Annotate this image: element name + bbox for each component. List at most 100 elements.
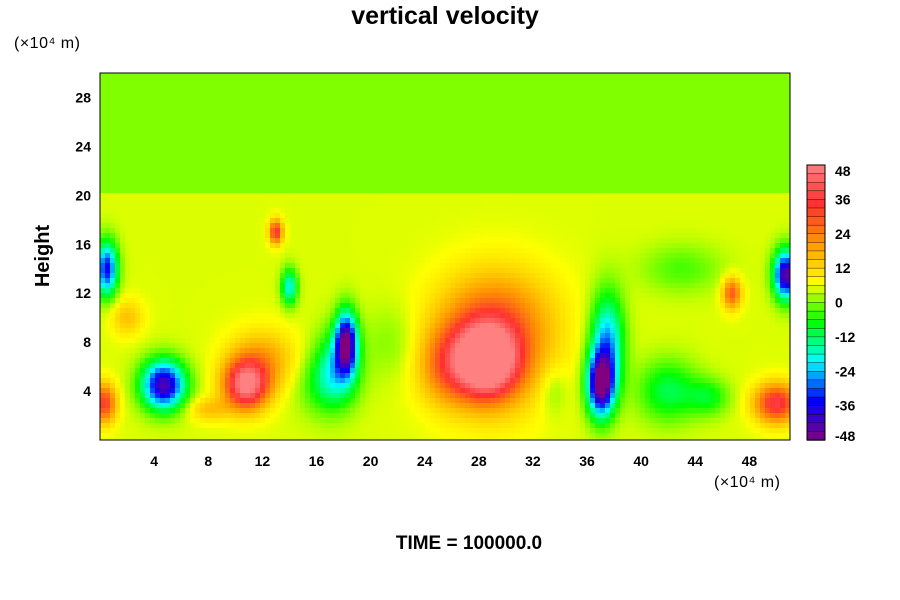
heatmap-cell: [510, 163, 516, 169]
heatmap-cell: [665, 188, 671, 194]
heatmap-cell: [195, 223, 201, 229]
heatmap-cell: [755, 218, 761, 224]
heatmap-cell: [380, 218, 386, 224]
heatmap-cell: [175, 138, 181, 144]
heatmap-cell: [145, 198, 151, 204]
heatmap-cell: [490, 133, 496, 139]
heatmap-cell: [175, 118, 181, 124]
heatmap-cell: [745, 128, 751, 134]
heatmap-cell: [315, 208, 321, 214]
heatmap-cell: [365, 103, 371, 109]
heatmap-cell: [640, 138, 646, 144]
heatmap-cell: [430, 208, 436, 214]
heatmap-cell: [210, 98, 216, 104]
heatmap-cell: [740, 213, 746, 219]
heatmap-cell: [190, 183, 196, 189]
heatmap-cell: [120, 148, 126, 154]
heatmap-cell: [630, 133, 636, 139]
heatmap-cell: [565, 248, 571, 254]
heatmap-cell: [785, 98, 791, 104]
heatmap-cell: [270, 228, 276, 234]
heatmap-cell: [280, 243, 286, 249]
heatmap-cell: [525, 153, 531, 159]
heatmap-cell: [265, 103, 271, 109]
heatmap-cell: [550, 198, 556, 204]
heatmap-cell: [530, 113, 536, 119]
heatmap-cell: [350, 73, 356, 79]
heatmap-cell: [690, 93, 696, 99]
heatmap-cell: [640, 123, 646, 129]
heatmap-cell: [500, 113, 506, 119]
heatmap-cell: [360, 238, 366, 244]
heatmap-cell: [785, 118, 791, 124]
heatmap-cell: [455, 138, 461, 144]
heatmap-cell: [675, 73, 681, 79]
heatmap-cell: [205, 178, 211, 184]
heatmap-cell: [770, 208, 776, 214]
heatmap-cell: [660, 163, 666, 169]
heatmap-cell: [600, 108, 606, 114]
heatmap-cell: [445, 248, 451, 254]
heatmap-cell: [680, 183, 686, 189]
heatmap-cell: [425, 223, 431, 229]
heatmap-cell: [210, 118, 216, 124]
heatmap-cell: [760, 88, 766, 94]
heatmap-cell: [545, 173, 551, 179]
heatmap-cell: [735, 138, 741, 144]
heatmap-cell: [175, 108, 181, 114]
heatmap-cell: [440, 208, 446, 214]
heatmap-cell: [580, 228, 586, 234]
heatmap-cell: [655, 153, 661, 159]
heatmap-cell: [260, 243, 266, 249]
heatmap-cell: [730, 73, 736, 79]
heatmap-cell: [350, 83, 356, 89]
heatmap-cell: [425, 213, 431, 219]
heatmap-cell: [140, 248, 146, 254]
heatmap-cell: [685, 83, 691, 89]
heatmap-cell: [100, 163, 106, 169]
heatmap-cell: [595, 98, 601, 104]
heatmap-cell: [365, 178, 371, 184]
heatmap-cell: [240, 233, 246, 239]
heatmap-cell: [280, 223, 286, 229]
heatmap-cell: [720, 83, 726, 89]
heatmap-cell: [530, 138, 536, 144]
heatmap-cell: [510, 123, 516, 129]
heatmap-cell: [765, 143, 771, 149]
heatmap-cell: [730, 218, 736, 224]
heatmap-cell: [375, 178, 381, 184]
heatmap-cell: [250, 153, 256, 159]
heatmap-cell: [285, 143, 291, 149]
heatmap-cell: [675, 188, 681, 194]
heatmap-cell: [115, 148, 121, 154]
heatmap-cell: [775, 83, 781, 89]
heatmap-cell: [285, 163, 291, 169]
heatmap-cell: [270, 113, 276, 119]
heatmap-cell: [115, 108, 121, 114]
heatmap-cell: [490, 163, 496, 169]
heatmap-cell: [165, 218, 171, 224]
heatmap-cell: [630, 228, 636, 234]
heatmap-cell: [135, 248, 141, 254]
heatmap-cell: [720, 158, 726, 164]
heatmap-cell: [255, 98, 261, 104]
heatmap-cell: [585, 108, 591, 114]
heatmap-cell: [115, 133, 121, 139]
heatmap-cell: [585, 223, 591, 229]
heatmap-cell: [330, 243, 336, 249]
heatmap-cell: [625, 88, 631, 94]
heatmap-cell: [500, 163, 506, 169]
heatmap-cell: [620, 123, 626, 129]
heatmap-cell: [195, 228, 201, 234]
heatmap-cell: [375, 118, 381, 124]
heatmap-cell: [170, 163, 176, 169]
heatmap-cell: [275, 218, 281, 224]
heatmap-cell: [410, 163, 416, 169]
heatmap-cell: [775, 118, 781, 124]
heatmap-cell: [735, 88, 741, 94]
heatmap-cell: [470, 108, 476, 114]
heatmap-cell: [300, 148, 306, 154]
heatmap-cell: [690, 148, 696, 154]
heatmap-cell: [160, 133, 166, 139]
heatmap-cell: [695, 78, 701, 84]
